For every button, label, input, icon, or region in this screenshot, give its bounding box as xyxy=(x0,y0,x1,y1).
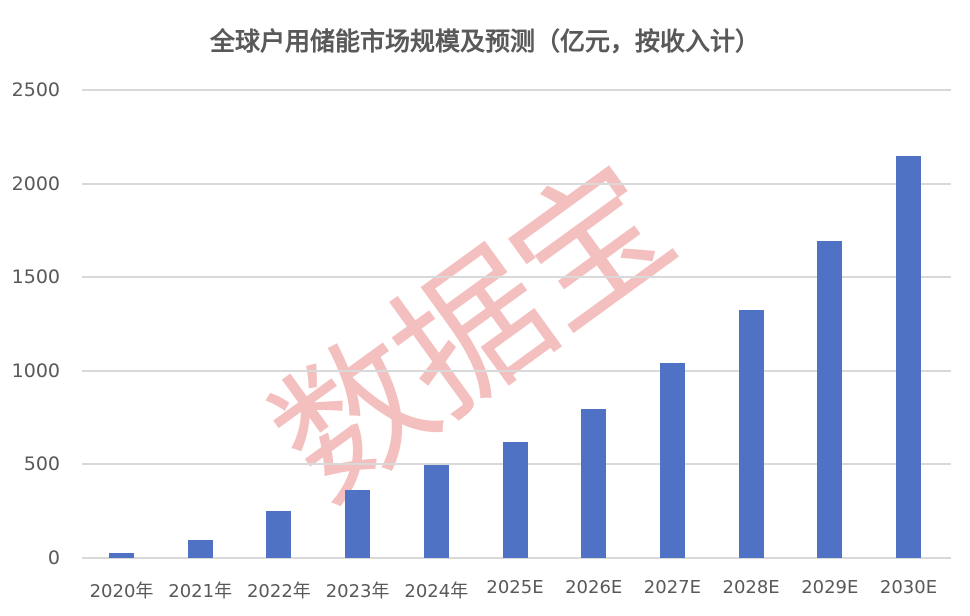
y-tick-label: 2000 xyxy=(11,172,60,195)
gridline xyxy=(82,89,951,91)
x-tick-label: 2027E xyxy=(643,577,701,598)
y-tick-label: 0 xyxy=(47,547,60,569)
x-tick-label: 2026E xyxy=(565,577,623,598)
gridline xyxy=(82,369,951,372)
bar xyxy=(423,465,449,558)
bar xyxy=(896,155,921,558)
y-tick-label: 2500 xyxy=(11,79,60,101)
bar xyxy=(581,408,607,558)
bar xyxy=(659,362,685,558)
watermark: 数据宝 xyxy=(243,135,701,534)
x-tick-label: 2023年 xyxy=(325,581,390,602)
y-tick-label: 1000 xyxy=(11,359,60,382)
bar xyxy=(738,310,764,558)
x-tick-label: 2029E xyxy=(801,577,859,598)
gridline xyxy=(82,557,951,559)
x-tick-label: 2020年 xyxy=(89,581,154,602)
x-tick-label: 2021年 xyxy=(168,581,233,602)
bar xyxy=(502,441,528,558)
x-tick-label: 2028E xyxy=(722,577,780,598)
y-tick-label: 1500 xyxy=(11,266,60,289)
x-tick-label: 2022年 xyxy=(246,581,311,602)
gridline xyxy=(82,182,951,185)
bar xyxy=(266,511,292,558)
chart-title: 全球户用储能市场规模及预测（亿元，按收入计） xyxy=(209,27,760,56)
gridline xyxy=(82,276,951,279)
x-tick-label: 2024年 xyxy=(404,581,469,602)
bar xyxy=(817,241,843,558)
bar xyxy=(109,552,134,558)
bar xyxy=(187,540,213,558)
y-tick-label: 500 xyxy=(23,453,60,476)
x-tick-label: 2030E xyxy=(879,577,938,598)
x-tick-label: 2025E xyxy=(486,577,544,598)
bar xyxy=(345,490,371,558)
